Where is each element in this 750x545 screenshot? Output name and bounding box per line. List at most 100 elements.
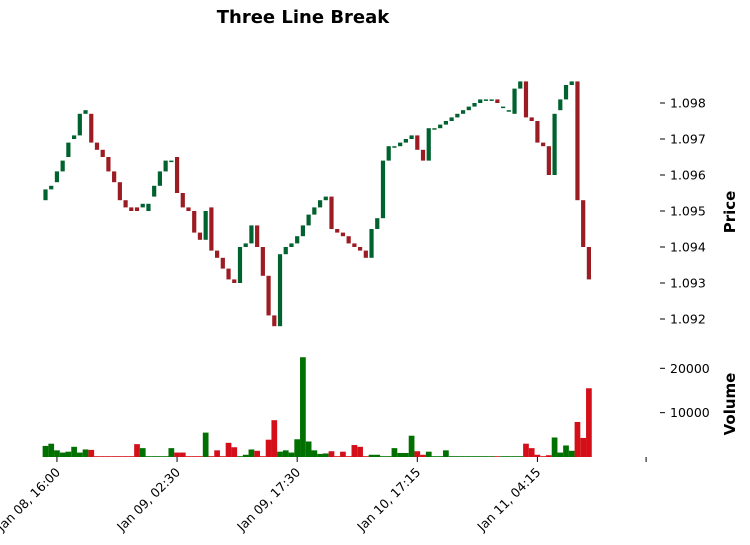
price-brick (546, 146, 551, 175)
volume-bar (580, 437, 587, 457)
price-brick (478, 99, 483, 103)
price-brick (272, 315, 277, 327)
volume-bar (202, 432, 209, 457)
volume-bar (88, 449, 95, 457)
volume-bar (76, 452, 83, 457)
volume-bar (191, 456, 198, 457)
price-axis-label: Price (721, 191, 739, 234)
price-brick (117, 182, 122, 201)
volume-bar (254, 450, 260, 457)
volume-bar (340, 451, 346, 457)
volume-bar (334, 456, 341, 457)
volume-bar (397, 453, 403, 457)
price-brick (83, 110, 88, 114)
price-brick (77, 113, 82, 136)
volume-bar (505, 456, 512, 457)
price-brick (489, 99, 494, 101)
price-brick (43, 189, 48, 201)
price-brick (420, 149, 426, 161)
volume-bar (311, 450, 318, 457)
volume-bar (380, 456, 386, 457)
price-brick (134, 207, 140, 211)
price-brick (94, 142, 100, 150)
price-brick (232, 279, 237, 283)
price-brick (312, 207, 317, 215)
price-brick (512, 88, 517, 114)
price-brick (260, 247, 265, 276)
volume-bar (563, 445, 569, 457)
volume-bar (345, 456, 352, 457)
volume-bar (471, 456, 478, 457)
price-brick (163, 160, 168, 172)
volume-bar (523, 443, 529, 457)
price-brick (386, 146, 391, 161)
volume-bar (511, 456, 518, 457)
price-brick (340, 232, 346, 237)
price-brick (215, 250, 220, 258)
volume-bar (71, 446, 77, 457)
price-brick (106, 157, 111, 172)
price-brick (146, 203, 151, 211)
chart-title: Three Line Break (217, 7, 391, 28)
price-tick-label: 1.092 (670, 312, 706, 327)
price-brick (426, 128, 431, 161)
volume-bar (208, 456, 215, 457)
volume-bar (357, 446, 363, 457)
price-brick (152, 185, 157, 197)
x-tick-label: Jan 08, 16:00 (0, 464, 63, 534)
price-brick (380, 160, 386, 219)
price-axis: 1.092 1.093 1.094 1.095 1.096 1.097 1.098 (660, 96, 706, 327)
price-brick (169, 160, 174, 163)
price-brick (443, 121, 448, 125)
volume-bar (42, 445, 49, 457)
price-brick (243, 243, 248, 247)
volume-axis: 10000 20000 (660, 361, 710, 420)
volume-bar (265, 439, 272, 457)
volume-bar (528, 448, 535, 457)
volume-bar (488, 456, 495, 457)
x-tick-label: Jan 11, 04:15 (473, 465, 543, 535)
price-brick (409, 135, 414, 139)
price-brick (575, 81, 580, 201)
volume-bar (134, 444, 140, 457)
volume-tick-label: 10000 (670, 405, 710, 420)
volume-bar (294, 439, 301, 457)
volume-bar (414, 451, 421, 457)
volume-bar (242, 454, 249, 457)
volume-bar (48, 443, 55, 457)
volume-bar (540, 456, 546, 457)
price-brick (358, 247, 363, 251)
volume-bar (197, 456, 203, 457)
volume-bar (483, 456, 489, 457)
price-brick (249, 225, 254, 244)
volume-bar (574, 421, 581, 457)
x-tick-label: Jan 09, 17:30 (233, 464, 303, 534)
price-brick (186, 207, 191, 211)
volume-bar (219, 456, 226, 457)
volume-bar (420, 454, 426, 457)
volume-axis-label: Volume (721, 373, 739, 436)
volume-bar (494, 456, 501, 457)
price-brick (60, 160, 65, 172)
volume-bar (517, 456, 524, 457)
price-tick-label: 1.094 (670, 240, 706, 255)
volume-bar (465, 456, 472, 457)
price-brick (123, 200, 128, 208)
price-brick (375, 218, 380, 229)
price-brick (203, 211, 208, 240)
volume-bar (128, 456, 135, 457)
price-tick-label: 1.093 (670, 276, 706, 291)
price-tick-label: 1.096 (670, 168, 706, 183)
price-brick (529, 117, 534, 121)
price-brick (563, 85, 569, 100)
volume-bar (454, 456, 461, 457)
price-brick (226, 268, 231, 280)
price-brick (283, 247, 288, 255)
price-brick (415, 135, 420, 150)
volume-bar (185, 456, 192, 457)
price-brick (335, 229, 340, 233)
volume-bar (174, 452, 180, 457)
volume-bar (151, 456, 158, 457)
volume-bar (65, 451, 72, 457)
volume-bar (328, 451, 335, 457)
